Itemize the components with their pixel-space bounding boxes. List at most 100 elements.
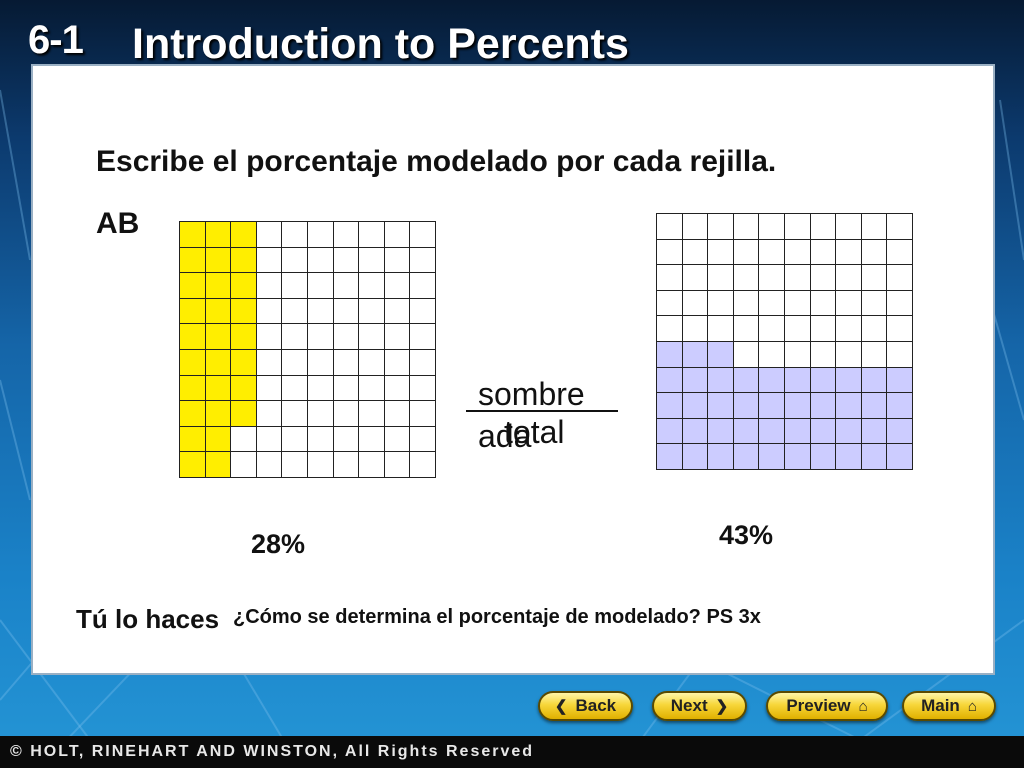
grid-cell <box>733 393 760 419</box>
lesson-title: Introduction to Percents <box>132 20 629 68</box>
grid-labels: AB <box>96 207 140 240</box>
home-icon: ⌂ <box>858 697 868 715</box>
grid-cell <box>657 214 683 240</box>
grid-cell <box>861 393 888 419</box>
grid-cell <box>359 350 385 376</box>
grid-cell <box>759 444 785 470</box>
answer-a: 28% <box>251 529 306 559</box>
grid-cell <box>333 298 360 325</box>
grid-cell <box>861 265 888 291</box>
grid-cell <box>759 239 785 266</box>
grid-cell <box>708 444 734 470</box>
grid-cell <box>308 273 334 299</box>
grid-cell <box>359 401 385 427</box>
grid-cell <box>733 367 760 394</box>
grid-cell <box>708 214 734 240</box>
grid-cell <box>231 452 257 478</box>
grid-cell <box>282 452 308 478</box>
grid-cell <box>785 316 811 342</box>
grid-cell <box>657 393 683 419</box>
grid-cell <box>682 214 709 240</box>
grid-cell <box>785 214 811 240</box>
grid-cell <box>810 290 837 317</box>
preview-button[interactable]: Preview ⌂ <box>766 691 888 721</box>
grid-cell <box>231 298 257 325</box>
grid-cell <box>410 375 436 402</box>
grid-cell <box>205 324 232 350</box>
grid-cell <box>733 316 760 342</box>
grid-cell <box>410 324 436 350</box>
grid-cell <box>657 316 683 342</box>
grid-cell <box>708 290 734 317</box>
grid-cell <box>205 273 232 299</box>
fraction-bar <box>466 410 618 412</box>
grid-cell <box>308 401 334 427</box>
grid-cell <box>836 316 862 342</box>
grid-cell <box>759 367 785 394</box>
grid-cell <box>708 316 734 342</box>
title-bar: 6-1 Introduction to Percents <box>0 0 1024 70</box>
grid-cell <box>359 426 385 453</box>
grid-cell <box>384 247 411 274</box>
grid-cell <box>231 222 257 248</box>
grid-cell <box>231 375 257 402</box>
grid-cell <box>231 324 257 350</box>
grid-cell <box>205 298 232 325</box>
grid-cell <box>333 247 360 274</box>
grid-cell <box>836 367 862 394</box>
grid-cell <box>308 247 334 274</box>
grid-cell <box>333 375 360 402</box>
grid-cell <box>733 342 760 368</box>
grid-cell <box>205 222 232 248</box>
grid-cell <box>256 350 283 376</box>
grid-cell <box>205 350 232 376</box>
instruction-text: Escribe el porcentaje modelado por cada … <box>96 145 777 178</box>
grid-cell <box>256 452 283 478</box>
grid-cell <box>682 316 709 342</box>
grid-cell <box>836 265 862 291</box>
grid-cell <box>861 290 888 317</box>
grid-cell <box>384 273 411 299</box>
grid-cell <box>861 367 888 394</box>
next-button[interactable]: Next ❯ <box>652 691 747 721</box>
grid-cell <box>205 375 232 402</box>
back-button[interactable]: ❮ Back <box>538 691 633 721</box>
grid-cell <box>810 316 837 342</box>
grid-cell <box>887 290 913 317</box>
grid-cell <box>410 452 436 478</box>
grid-cell <box>759 290 785 317</box>
grid-cell <box>836 239 862 266</box>
grid-cell <box>861 418 888 445</box>
grid-cell <box>180 247 206 274</box>
grid-cell <box>231 426 257 453</box>
grid-cell <box>810 342 837 368</box>
grid-cell <box>836 393 862 419</box>
grid-cell <box>180 324 206 350</box>
grid-cell <box>733 290 760 317</box>
grid-cell <box>384 350 411 376</box>
home-icon: ⌂ <box>967 697 977 715</box>
grid-cell <box>180 350 206 376</box>
main-button[interactable]: Main ⌂ <box>902 691 996 721</box>
grid-cell <box>256 222 283 248</box>
grid-cell <box>810 265 837 291</box>
grid-cell <box>231 247 257 274</box>
grid-cell <box>205 426 232 453</box>
grid-cell <box>410 222 436 248</box>
grid-cell <box>359 324 385 350</box>
grid-cell <box>333 426 360 453</box>
grid-cell <box>836 418 862 445</box>
grid-cell <box>887 239 913 266</box>
fraction-numerator: sombre <box>478 376 585 412</box>
grid-cell <box>282 401 308 427</box>
grid-cell <box>810 444 837 470</box>
grid-cell <box>308 324 334 350</box>
grid-cell <box>410 298 436 325</box>
grid-cell <box>759 342 785 368</box>
grid-cell <box>384 222 411 248</box>
grid-cell <box>333 401 360 427</box>
grid-cell <box>231 350 257 376</box>
grid-cell <box>708 367 734 394</box>
grid-cell <box>256 375 283 402</box>
grid-cell <box>384 324 411 350</box>
